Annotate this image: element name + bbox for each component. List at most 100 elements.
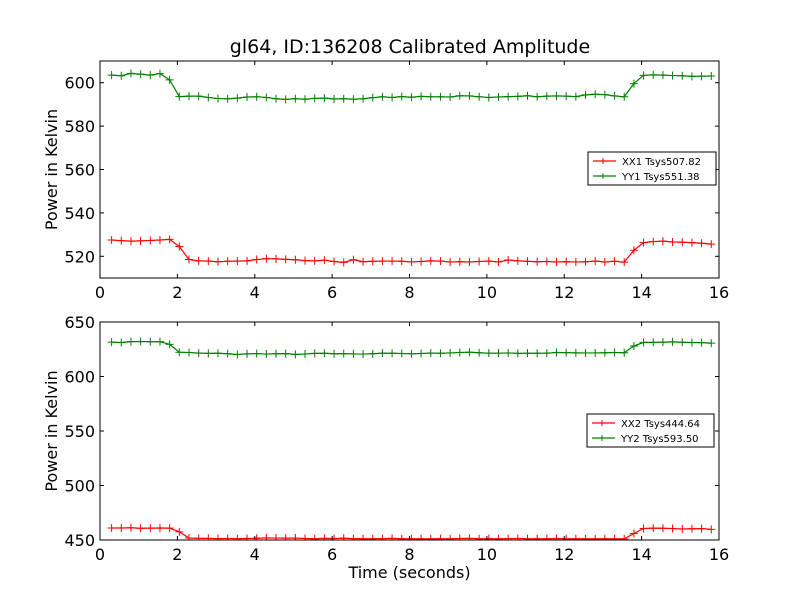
- data-point: [668, 337, 677, 346]
- data-point: [639, 71, 648, 80]
- data-point: [368, 349, 377, 358]
- data-point: [475, 92, 484, 101]
- data-point: [301, 256, 310, 265]
- data-point: [407, 349, 416, 358]
- data-point: [368, 534, 377, 540]
- data-point: [639, 238, 648, 247]
- data-point: [562, 534, 571, 540]
- data-point: [291, 350, 300, 359]
- data-point: [397, 349, 406, 358]
- legend-marker: [599, 435, 605, 441]
- x-tick-label: 14: [631, 283, 651, 302]
- data-point: [388, 257, 397, 266]
- legend-marker: [600, 173, 606, 179]
- data-point: [349, 534, 358, 540]
- x-tick-label: 16: [709, 545, 729, 564]
- data-point: [349, 349, 358, 358]
- data-point: [107, 236, 116, 245]
- data-point: [233, 350, 242, 359]
- chart-title: gl64, ID:136208 Calibrated Amplitude: [230, 36, 590, 58]
- data-point: [571, 534, 580, 540]
- data-point: [359, 534, 368, 540]
- data-point: [523, 534, 532, 540]
- data-point: [629, 341, 638, 350]
- data-point: [610, 348, 619, 357]
- data-point: [436, 349, 445, 358]
- data-point: [310, 94, 319, 103]
- data-point: [504, 348, 513, 357]
- data-point: [320, 256, 329, 265]
- data-point: [591, 348, 600, 357]
- y-tick-label: 500: [64, 477, 95, 496]
- data-point: [252, 349, 261, 358]
- data-point: [533, 257, 542, 266]
- data-point: [339, 258, 348, 267]
- data-point: [291, 534, 300, 540]
- x-tick-label: 8: [404, 545, 414, 564]
- data-point: [417, 534, 426, 540]
- x-tick-label: 10: [477, 283, 497, 302]
- data-point: [368, 93, 377, 102]
- y-tick-label: 560: [64, 161, 95, 180]
- data-point: [658, 237, 667, 246]
- data-point: [697, 239, 706, 248]
- y-tick-label: 600: [64, 74, 95, 93]
- data-point: [523, 91, 532, 100]
- legend-label: XX2 Tsys444.64: [621, 419, 700, 430]
- data-point: [175, 242, 184, 251]
- data-point: [126, 69, 135, 78]
- data-point: [436, 257, 445, 266]
- data-point: [359, 94, 368, 103]
- data-point: [465, 534, 474, 540]
- data-point: [581, 257, 590, 266]
- data-point: [707, 71, 716, 80]
- data-point: [494, 93, 503, 102]
- data-point: [649, 70, 658, 79]
- data-point: [629, 246, 638, 255]
- data-point: [426, 349, 435, 358]
- data-point: [223, 349, 232, 358]
- data-point: [330, 94, 339, 103]
- y-tick-label: 550: [64, 422, 95, 441]
- data-point: [136, 524, 145, 533]
- data-point: [542, 534, 551, 540]
- data-point: [581, 90, 590, 99]
- data-point: [330, 349, 339, 358]
- data-point: [262, 533, 271, 540]
- data-point: [117, 236, 126, 245]
- data-point: [513, 92, 522, 101]
- x-tick-label: 4: [250, 283, 260, 302]
- data-point: [697, 524, 706, 533]
- data-point: [426, 534, 435, 540]
- data-point: [542, 257, 551, 266]
- legend-label: YY2 Tsys593.50: [620, 434, 699, 445]
- data-point: [378, 257, 387, 266]
- data-point: [571, 257, 580, 266]
- data-point: [388, 93, 397, 102]
- data-point: [407, 534, 416, 540]
- data-point: [639, 524, 648, 533]
- data-point: [426, 92, 435, 101]
- data-point: [513, 349, 522, 358]
- data-point: [687, 338, 696, 347]
- data-point: [620, 92, 629, 101]
- data-point: [262, 254, 271, 263]
- data-point: [291, 94, 300, 103]
- data-point: [465, 91, 474, 100]
- data-point: [301, 534, 310, 540]
- data-point: [262, 350, 271, 359]
- data-point: [417, 257, 426, 266]
- data-point: [320, 349, 329, 358]
- y-tick-label: 540: [64, 204, 95, 223]
- legend: XX1 Tsys507.82 YY1 Tsys551.38: [587, 151, 717, 186]
- data-point: [610, 257, 619, 266]
- data-point: [533, 92, 542, 101]
- data-point: [562, 348, 571, 357]
- data-point: [272, 94, 281, 103]
- data-point: [204, 349, 213, 358]
- data-point: [494, 257, 503, 266]
- data-point: [658, 71, 667, 80]
- y-axis-label: Power in Kelvin: [42, 370, 61, 491]
- chart-panel-2: 0 2 4 6 8 10 12 14 16 450 500 550 600 650 Power in Kel…: [42, 313, 729, 582]
